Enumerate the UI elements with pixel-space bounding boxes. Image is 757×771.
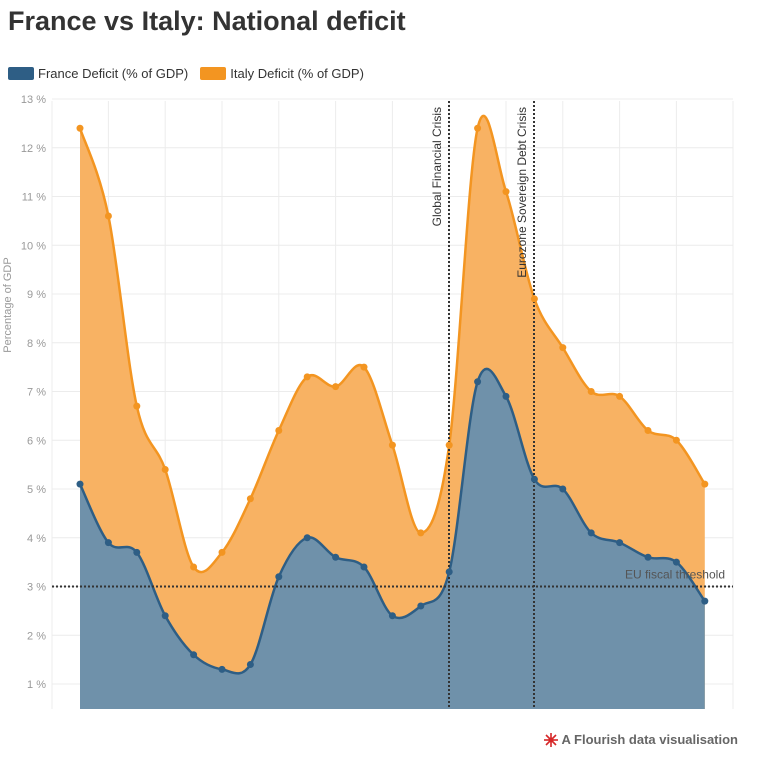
italy-point [417, 529, 425, 537]
france-point [303, 534, 311, 542]
italy-point [360, 363, 368, 371]
france-point [161, 612, 169, 620]
italy-point [190, 563, 198, 571]
y-tick-label: 12 % [21, 143, 46, 155]
footer-text: A Flourish data visualisation [561, 732, 739, 747]
france-point [672, 558, 680, 566]
y-tick-label: 6 % [27, 435, 46, 447]
italy-point [474, 124, 482, 132]
italy-point [246, 495, 254, 503]
italy-point [530, 295, 538, 303]
italy-point [388, 441, 396, 449]
threshold-label: EU fiscal threshold [625, 568, 725, 582]
france-point [644, 553, 652, 561]
italy-point [76, 124, 84, 132]
france-point [360, 563, 368, 571]
france-point [133, 548, 141, 556]
italy-point [616, 392, 624, 400]
y-tick-label: 3 % [27, 582, 46, 594]
y-tick-label: 13 % [21, 94, 46, 106]
legend-swatch-italy [200, 67, 227, 80]
italy-point [587, 388, 595, 395]
italy-point [502, 188, 510, 196]
france-point [587, 529, 595, 537]
annotation-label: Eurozone Sovereign Debt Crisis [515, 107, 529, 278]
legend: France Deficit (% of GDP) Italy Deficit … [8, 66, 376, 81]
france-point [701, 597, 709, 605]
france-point [332, 553, 340, 561]
legend-label-france: France Deficit (% of GDP) [38, 66, 189, 81]
y-axis-title: Percentage of GDP [2, 257, 14, 352]
france-area [80, 368, 705, 709]
y-tick-label: 1 % [27, 679, 46, 691]
italy-point [445, 441, 453, 449]
legend-label-italy: Italy Deficit (% of GDP) [230, 66, 364, 81]
france-point [388, 612, 396, 620]
italy-point [672, 436, 680, 444]
y-tick-label: 8 % [27, 338, 46, 350]
italy-line [78, 114, 706, 574]
italy-point [701, 480, 709, 488]
italy-point [218, 548, 226, 556]
flourish-logo-icon [543, 732, 558, 747]
france-point [445, 568, 453, 576]
legend-item-italy[interactable]: Italy Deficit (% of GDP) [200, 66, 364, 81]
france-point [616, 539, 624, 547]
france-point [275, 573, 283, 581]
y-tick-label: 7 % [27, 387, 46, 399]
flourish-credit[interactable]: A Flourish data visualisation [543, 732, 739, 747]
italy-point [644, 427, 652, 434]
france-point [502, 392, 510, 400]
y-tick-label: 9 % [27, 289, 46, 301]
italy-point [332, 383, 340, 391]
y-tick-label: 11 % [22, 192, 46, 204]
france-point [417, 602, 425, 610]
france-point [76, 480, 84, 488]
italy-point [104, 212, 112, 220]
y-tick-label: 10 % [21, 240, 46, 252]
chart-title: France vs Italy: National deficit [8, 6, 406, 36]
legend-swatch-france [8, 67, 34, 80]
italy-point [275, 427, 283, 434]
y-tick-label: 2 % [27, 630, 46, 642]
france-point [218, 665, 226, 673]
y-tick-label: 4 % [27, 533, 46, 545]
france-point [246, 661, 254, 668]
y-tick-label: 5 % [27, 484, 46, 496]
italy-point [559, 344, 567, 352]
france-point [559, 485, 567, 493]
france-point [530, 475, 538, 483]
italy-point [161, 466, 169, 473]
italy-point [133, 402, 141, 410]
legend-item-france[interactable]: France Deficit (% of GDP) [8, 66, 188, 81]
italy-point [303, 373, 311, 381]
france-point [104, 539, 112, 547]
france-point [190, 651, 198, 659]
france-point [474, 378, 482, 386]
annotation-label: Global Financial Crisis [430, 107, 444, 226]
